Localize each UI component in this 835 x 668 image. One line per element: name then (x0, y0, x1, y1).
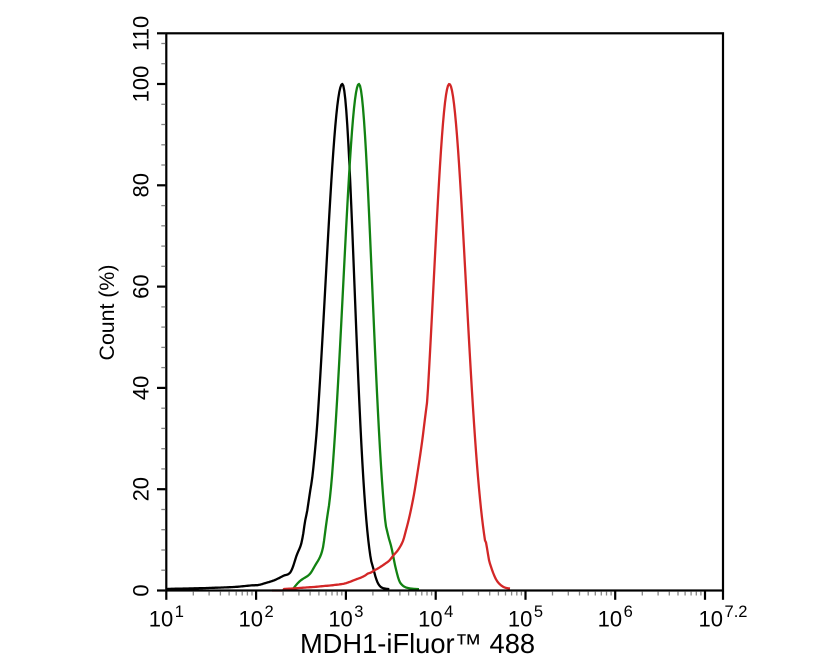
svg-text:60: 60 (129, 274, 154, 298)
svg-text:100: 100 (129, 66, 154, 103)
svg-text:102: 102 (239, 603, 274, 632)
svg-text:Count (%): Count (%) (95, 265, 119, 361)
svg-text:107.2: 107.2 (699, 603, 748, 632)
svg-text:80: 80 (129, 173, 154, 197)
svg-text:110: 110 (129, 16, 154, 51)
svg-text:0: 0 (129, 584, 154, 596)
svg-text:20: 20 (129, 477, 154, 501)
svg-text:40: 40 (129, 376, 154, 400)
svg-text:MDH1-iFluor™ 488: MDH1-iFluor™ 488 (300, 628, 535, 659)
